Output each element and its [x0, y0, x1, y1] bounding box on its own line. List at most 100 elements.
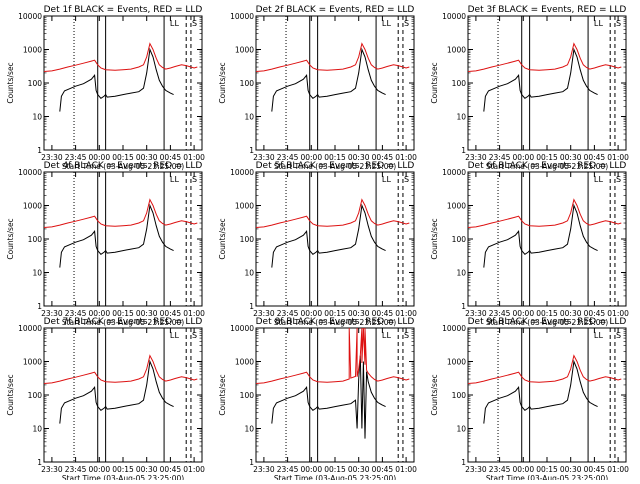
plot-frame [467, 171, 627, 307]
plot-frame [255, 327, 415, 463]
y-tick-label: 10000 [442, 168, 466, 177]
x-tick-label: 00:30 [136, 309, 158, 318]
x-tick-label: 23:45 [65, 309, 87, 318]
x-tick-label: 00:45 [372, 309, 394, 318]
detector-panel: Det 5f BLACK = Events, RED = LLD 1 10 100 10… [218, 161, 417, 327]
series-red [468, 354, 622, 384]
detector-panel: Det 7f BLACK = Events, RED = LLD 1 10 100 10… [6, 317, 205, 483]
series-red [256, 328, 410, 384]
x-tick-label: 00:00 [300, 465, 322, 474]
panel-title: Det 8f BLACK = Events, RED = LLD [256, 317, 415, 327]
plot-frame [43, 327, 203, 463]
y-axis-label: Counts/sec [6, 374, 15, 415]
region-marker: S [404, 19, 409, 28]
y-tick-label: 100 [28, 391, 43, 400]
y-tick-label: 10 [244, 425, 254, 434]
x-tick-label: 00:15 [324, 309, 346, 318]
x-tick-label: 23:45 [489, 309, 511, 318]
x-tick-label: 00:45 [160, 465, 182, 474]
panel-title: Det 9f BLACK = Events, RED = LLD [468, 317, 627, 327]
panel-title: Det 6f BLACK = Events, RED = LLD [468, 161, 627, 171]
x-tick-label: 00:45 [372, 153, 394, 162]
region-marker: L [382, 175, 387, 184]
region-marker: L [599, 19, 604, 28]
x-tick-label: 23:45 [489, 153, 511, 162]
panel-title: Det 2f BLACK = Events, RED = LLD [256, 5, 415, 15]
y-tick-label: 1000 [447, 46, 466, 55]
x-tick-label: 00:00 [512, 465, 534, 474]
y-tick-label: 10 [32, 425, 42, 434]
region-marker: L [594, 19, 599, 28]
y-axis-label: Counts/sec [430, 62, 439, 103]
y-tick-label: 1 [461, 458, 466, 467]
x-tick-label: 00:30 [560, 465, 582, 474]
x-axis-label: Start Time (03-Aug-05 23:25:00) [62, 474, 184, 480]
y-tick-label: 10000 [18, 324, 42, 333]
y-tick-label: 1000 [447, 358, 466, 367]
region-marker: L [387, 19, 392, 28]
series-red [44, 42, 198, 72]
y-tick-label: 1000 [447, 202, 466, 211]
x-tick-label: 00:30 [348, 153, 370, 162]
plot-frame [467, 327, 627, 463]
x-tick-label: 00:15 [324, 465, 346, 474]
x-tick-label: 00:45 [160, 153, 182, 162]
y-tick-label: 1 [37, 458, 42, 467]
x-tick-label: 00:15 [536, 309, 558, 318]
x-tick-label: 00:00 [88, 309, 110, 318]
x-axis-label: Start Time (03-Aug-05 23:25:00) [274, 474, 396, 480]
x-tick-label: 23:45 [65, 465, 87, 474]
y-tick-label: 1 [461, 302, 466, 311]
x-axis-label: Start Time (03-Aug-05 23:25:00) [62, 162, 184, 171]
panel-title: Det 1f BLACK = Events, RED = LLD [44, 5, 203, 15]
region-marker: L [175, 19, 180, 28]
y-axis-label: Counts/sec [218, 374, 227, 415]
x-tick-label: 00:00 [512, 153, 534, 162]
detector-panel: Det 3f BLACK = Events, RED = LLD 1 10 100 10… [430, 5, 629, 171]
detector-panel: Det 2f BLACK = Events, RED = LLD 1 10 100 10… [218, 5, 417, 171]
region-marker: S [616, 19, 621, 28]
panel-title: Det 5f BLACK = Events, RED = LLD [256, 161, 415, 171]
x-tick-label: 01:00 [607, 309, 629, 318]
x-axis-label: Start Time (03-Aug-05 23:25:00) [486, 474, 608, 480]
x-tick-label: 00:00 [300, 309, 322, 318]
y-tick-label: 10 [456, 269, 466, 278]
region-marker: L [387, 331, 392, 340]
y-tick-label: 1000 [235, 46, 254, 55]
x-tick-label: 23:30 [465, 309, 487, 318]
x-tick-label: 01:00 [183, 465, 205, 474]
y-axis-label: Counts/sec [6, 218, 15, 259]
x-tick-label: 23:45 [277, 309, 299, 318]
plot-frame [43, 171, 203, 307]
region-marker: L [594, 331, 599, 340]
x-tick-label: 00:45 [160, 309, 182, 318]
y-tick-label: 1 [461, 146, 466, 155]
x-tick-label: 00:15 [112, 309, 134, 318]
y-tick-label: 10000 [18, 168, 42, 177]
detector-panel: Det 8f BLACK = Events, RED = LLD 1 10 100 10… [218, 317, 417, 483]
region-marker: L [382, 331, 387, 340]
series-red [44, 198, 198, 228]
x-tick-label: 00:45 [584, 153, 606, 162]
y-tick-label: 10000 [442, 12, 466, 21]
y-tick-label: 1000 [235, 358, 254, 367]
region-marker: L [594, 175, 599, 184]
x-tick-label: 23:30 [41, 465, 63, 474]
y-tick-label: 100 [452, 391, 467, 400]
region-marker: S [404, 175, 409, 184]
x-tick-label: 23:30 [465, 465, 487, 474]
detector-panel: Det 6f BLACK = Events, RED = LLD 1 10 100 10… [430, 161, 629, 327]
y-tick-label: 100 [240, 391, 255, 400]
y-tick-label: 100 [28, 235, 43, 244]
y-tick-label: 10 [32, 269, 42, 278]
y-axis-label: Counts/sec [6, 62, 15, 103]
region-marker: S [404, 331, 409, 340]
y-tick-label: 10 [456, 425, 466, 434]
x-tick-label: 01:00 [607, 153, 629, 162]
series-black [271, 47, 386, 112]
series-red [256, 198, 410, 228]
series-black [271, 355, 386, 439]
region-marker: L [599, 331, 604, 340]
region-marker: L [387, 175, 392, 184]
